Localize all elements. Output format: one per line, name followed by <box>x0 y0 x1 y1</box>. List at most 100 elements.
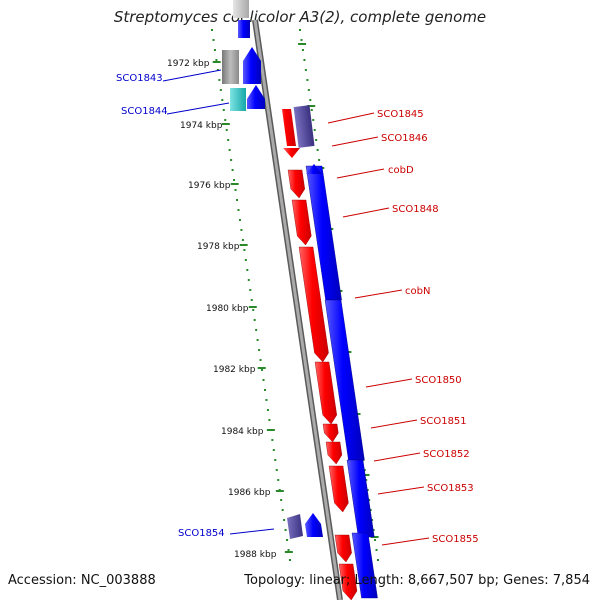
scale-tick-label: 1986 kbp <box>228 488 271 498</box>
ruler-dot <box>259 359 262 361</box>
ruler-dot <box>236 199 239 201</box>
gene-label-sco1852[interactable]: SCO1852 <box>423 449 470 460</box>
ruler-dot <box>372 529 375 531</box>
gene-label-sco1844[interactable]: SCO1844 <box>121 106 168 117</box>
ruler-dot <box>237 209 240 211</box>
ruler-dot <box>243 249 246 251</box>
gene-sco1854[interactable] <box>287 514 303 539</box>
gene-label-sco1853[interactable]: SCO1853 <box>427 483 474 494</box>
ruler-dot <box>238 219 241 221</box>
ruler-dot <box>222 109 225 111</box>
sco1854-group <box>287 513 323 539</box>
ruler-dot <box>313 129 316 131</box>
gene-sco1851-arrow[interactable] <box>322 423 339 443</box>
ruler-dot <box>301 49 304 51</box>
gene-label-sco1843[interactable]: SCO1843 <box>116 73 163 84</box>
scale-ruler <box>211 29 379 561</box>
gene-label-sco1846[interactable]: SCO1846 <box>381 133 428 144</box>
label-connector-line <box>377 486 425 495</box>
ruler-dot <box>227 139 230 141</box>
ruler-dot <box>244 259 247 261</box>
ruler-major-tick <box>239 244 248 246</box>
ruler-dot <box>271 439 274 441</box>
left-gene-labels: SCO1843 SCO1844 SCO1854 <box>116 73 225 539</box>
gene-sco1853-arrow[interactable] <box>328 465 349 513</box>
ruler-dot <box>225 129 228 131</box>
ruler-dot <box>286 539 289 541</box>
ruler-dot <box>247 279 250 281</box>
gene-label-sco1848[interactable]: SCO1848 <box>392 204 439 215</box>
ruler-dot <box>374 539 377 541</box>
gene-sco1844[interactable] <box>230 88 246 111</box>
ruler-dot <box>287 549 290 551</box>
gene-red-tail-arrow[interactable] <box>338 563 358 600</box>
ruler-dot <box>246 269 249 271</box>
scale-tick-label: 1972 kbp <box>167 59 210 69</box>
ruler-major-tick <box>221 123 230 125</box>
reverse-gene-segment[interactable] <box>305 165 342 301</box>
ruler-major-tick <box>266 429 275 431</box>
gene-arrow-upper-blue-2[interactable] <box>247 85 265 109</box>
gene-sco1843[interactable] <box>222 50 239 84</box>
gene-label-cobd[interactable]: cobD <box>388 165 414 176</box>
gene-label-sco1855[interactable]: SCO1855 <box>432 534 479 545</box>
ruler-dot <box>252 309 255 311</box>
gene-sco1846[interactable] <box>293 105 315 148</box>
label-connector-line <box>354 289 403 299</box>
ruler-dot <box>309 99 312 101</box>
ruler-dot <box>224 119 227 121</box>
ruler-dot <box>272 449 275 451</box>
gene-label-sco1851[interactable]: SCO1851 <box>420 416 467 427</box>
ruler-dot <box>375 549 378 551</box>
reverse-gene-segment[interactable] <box>346 459 375 538</box>
gene-sco1852-arrow[interactable] <box>325 441 343 465</box>
gene-cobd-arrow[interactable] <box>287 169 305 199</box>
label-connector-line <box>373 452 421 462</box>
gene-label-cobn[interactable]: cobN <box>405 286 430 297</box>
ruler-dot <box>307 89 310 91</box>
ruler-dot <box>263 389 266 391</box>
reverse-gene-segment[interactable] <box>324 299 365 461</box>
right-gene-labels: SCO1845 SCO1846 cobD SCO1848 cobN SCO185… <box>377 109 479 545</box>
gene-sco1850-arrow[interactable] <box>314 361 337 425</box>
ruler-dot <box>369 509 372 511</box>
ruler-dot <box>368 499 371 501</box>
ruler-dot <box>377 559 379 561</box>
gene-arrow-sco1854-blue[interactable] <box>305 513 323 537</box>
gene-cobn-arrow[interactable] <box>298 246 329 363</box>
gene-label-sco1845[interactable]: SCO1845 <box>377 109 424 120</box>
gene-sco1845-head <box>283 148 300 158</box>
ruler-dot <box>258 349 261 351</box>
label-connector-line <box>370 419 418 429</box>
gene-sco1855-arrow[interactable] <box>334 534 352 563</box>
ruler-dot <box>289 559 291 561</box>
ruler-dot <box>255 329 258 331</box>
ruler-dot <box>261 369 264 371</box>
gene-arrow-upper-blue[interactable] <box>243 47 261 84</box>
gene-label-sco1850[interactable]: SCO1850 <box>415 375 462 386</box>
ruler-dot <box>365 479 368 481</box>
reverse-strand-genes <box>305 164 378 599</box>
genome-backbone <box>252 19 343 600</box>
ruler-major-tick <box>248 306 257 308</box>
ruler-dot <box>249 289 252 291</box>
ruler-dot <box>318 159 321 161</box>
ruler-dot <box>310 109 313 111</box>
ruler-dot <box>228 149 231 151</box>
forward-strand-genes <box>287 169 358 600</box>
ruler-dot <box>371 519 374 521</box>
reverse-gene-segment[interactable] <box>351 532 378 599</box>
gene-label-sco1854[interactable]: SCO1854 <box>178 528 225 539</box>
gene-sco1845[interactable] <box>277 109 296 146</box>
ruler-dot <box>303 59 306 61</box>
gene-sco1848-arrow[interactable] <box>291 199 312 246</box>
scale-tick-label: 1984 kbp <box>221 427 264 437</box>
label-connector-line <box>336 168 385 179</box>
ruler-dot <box>299 29 301 31</box>
ruler-dot <box>221 99 224 101</box>
ruler-dot <box>250 299 253 301</box>
ruler-major-tick <box>257 367 266 369</box>
label-connector-line <box>229 528 275 535</box>
ruler-dot <box>231 169 234 171</box>
upper-gene-group <box>222 0 315 158</box>
